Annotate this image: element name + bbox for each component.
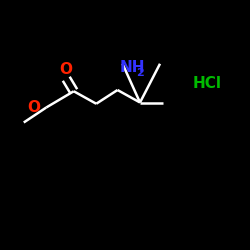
Text: HCl: HCl [193, 76, 222, 91]
Text: O: O [60, 62, 73, 78]
Text: NH: NH [120, 60, 145, 75]
Text: O: O [28, 100, 41, 115]
Text: 2: 2 [136, 68, 144, 78]
